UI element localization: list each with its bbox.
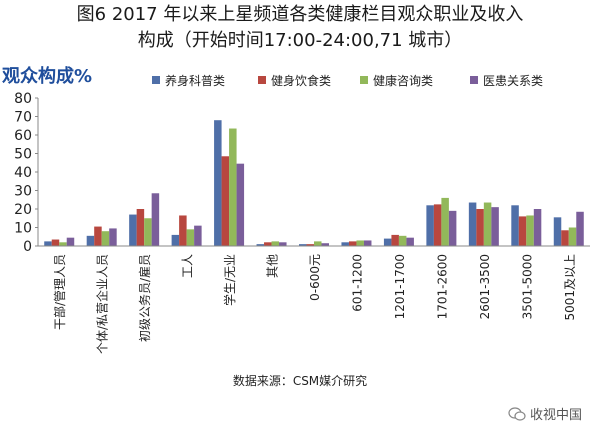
bar — [526, 215, 534, 246]
x-tick-label: 2601-3500 — [478, 254, 492, 319]
bar — [171, 234, 180, 246]
bar — [86, 235, 95, 246]
bar — [383, 238, 392, 246]
x-tick-label: 1701-2600 — [435, 254, 449, 319]
y-axis-label: 观众构成% — [2, 66, 93, 87]
bar — [426, 205, 434, 246]
x-tick-label: 其他 — [266, 254, 280, 278]
bar — [576, 211, 584, 246]
y-tick-label: 40 — [14, 165, 32, 181]
chart-title-line-1: 图6 2017 年以来上星频道各类健康栏目观众职业及收入 — [76, 4, 524, 25]
x-tick-label: 学生/无业 — [222, 254, 237, 306]
chart-title-line-2: 构成（开始时间17:00-24:00,71 城市） — [137, 30, 463, 51]
y-tick-label: 30 — [14, 184, 32, 200]
legend-label: 医患关系类 — [483, 74, 543, 88]
bar — [256, 244, 265, 246]
bar — [214, 120, 222, 246]
bar — [511, 205, 519, 246]
bar — [144, 218, 152, 246]
bar — [59, 242, 67, 246]
bar — [194, 225, 202, 246]
bar — [561, 230, 569, 246]
bar — [441, 197, 449, 246]
bar-chart: 养身科普类 健身饮食类 健康咨询类 医患关系类 0 10 20 30 40 50 60 70 80 干… — [14, 73, 590, 354]
bar — [186, 229, 195, 246]
bar — [483, 202, 492, 246]
bar — [129, 214, 137, 246]
x-tick-label: 1201-1700 — [393, 254, 407, 319]
bar — [221, 156, 230, 246]
watermark-text: 收视中国 — [529, 408, 582, 423]
bars — [44, 120, 584, 246]
legend-label: 健康咨询类 — [373, 73, 433, 88]
legend-label: 健身饮食类 — [271, 73, 331, 88]
bar — [151, 193, 160, 246]
y-tick-label: 60 — [14, 128, 32, 144]
bar — [391, 234, 399, 246]
bar — [448, 210, 457, 246]
source-note: 数据来源：CSM媒介研究 — [232, 374, 368, 388]
bar — [491, 207, 499, 246]
x-tick-label: 初级公务员/雇员 — [137, 254, 152, 342]
y-axis: 0 10 20 30 40 50 60 70 80 — [14, 91, 39, 255]
bar — [94, 226, 102, 246]
bar — [101, 231, 110, 246]
bar — [568, 227, 577, 246]
bar — [433, 204, 442, 246]
bar — [271, 241, 280, 246]
bar — [236, 163, 245, 246]
bar — [51, 239, 60, 246]
legend-swatch — [360, 76, 368, 84]
bar — [179, 215, 187, 246]
bar — [406, 237, 414, 246]
bar — [356, 240, 364, 246]
bar — [136, 209, 145, 246]
bar — [363, 240, 372, 246]
bar — [468, 202, 477, 246]
bar — [348, 241, 357, 246]
bar — [398, 235, 407, 246]
y-tick-label: 10 — [14, 221, 32, 237]
y-tick-label: 0 — [23, 239, 32, 255]
wechat-icon — [508, 406, 526, 421]
y-tick-label: 20 — [14, 202, 32, 218]
y-tick-label: 50 — [14, 147, 32, 163]
legend-swatch — [470, 76, 478, 84]
legend-swatch — [258, 76, 266, 84]
legend-swatch — [152, 76, 160, 84]
x-tick-label: 5001及以上 — [563, 254, 577, 321]
x-tick-label: 个体/私营企业人员 — [95, 254, 110, 354]
bar — [321, 243, 329, 246]
bar — [518, 216, 527, 246]
bar — [341, 242, 349, 246]
y-tick-label: 80 — [14, 91, 32, 107]
chart-title: 图6 2017 年以来上星频道各类健康栏目观众职业及收入 构成（开始时间17:0… — [0, 2, 600, 54]
x-tick-label: 601-1200 — [350, 254, 364, 312]
bar — [476, 209, 484, 246]
bar — [299, 244, 307, 246]
x-tick-label: 3501-5000 — [520, 254, 534, 319]
x-axis: 干部/管理人员 个体/私营企业人员 初级公务员/雇员 工人 学生/无业 其他 0-600元 6… — [38, 245, 590, 354]
x-tick-label: 0-600元 — [308, 254, 322, 301]
bar — [109, 228, 117, 246]
x-tick-label: 工人 — [181, 254, 195, 278]
bar — [264, 242, 272, 246]
y-tick-label: 70 — [14, 110, 32, 126]
bar — [229, 128, 237, 246]
watermark: 收视中国 — [508, 404, 582, 423]
legend: 养身科普类 健身饮食类 健康咨询类 医患关系类 — [152, 73, 543, 88]
bar — [553, 217, 562, 246]
bar — [314, 241, 322, 246]
bar — [279, 242, 287, 246]
bar — [66, 237, 75, 246]
bar — [44, 241, 52, 246]
bar — [306, 244, 314, 246]
x-tick-label: 干部/管理人员 — [52, 254, 67, 330]
bar — [533, 209, 542, 246]
legend-label: 养身科普类 — [165, 73, 225, 88]
